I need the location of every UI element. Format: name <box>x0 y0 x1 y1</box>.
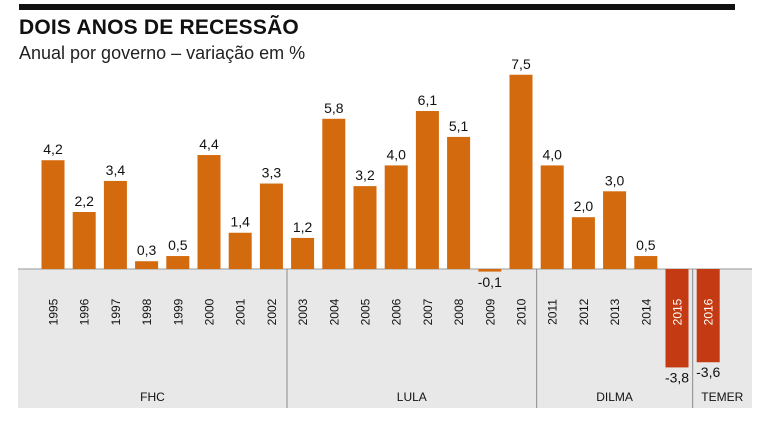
value-label-1995: 4,2 <box>43 141 63 157</box>
bar-2015 <box>665 269 689 368</box>
year-label-2004: 2004 <box>327 298 341 325</box>
year-label-2000: 2000 <box>203 298 217 325</box>
bar-2004 <box>322 118 346 269</box>
year-label-1997: 1997 <box>109 298 123 325</box>
top-rule <box>19 4 735 10</box>
year-label-2006: 2006 <box>390 298 404 325</box>
bar-2005 <box>353 186 377 269</box>
value-label-2015: -3,8 <box>665 369 689 385</box>
year-label-2005: 2005 <box>359 298 373 325</box>
value-label-2011: 4,0 <box>542 146 562 162</box>
year-label-2015: 2015 <box>671 298 685 325</box>
negative-area-band <box>18 269 752 408</box>
year-label-2008: 2008 <box>452 298 466 325</box>
year-label-2014: 2014 <box>639 298 653 325</box>
year-label-1999: 1999 <box>171 298 185 325</box>
year-label-1996: 1996 <box>78 298 92 325</box>
bar-2003 <box>291 237 315 269</box>
value-label-1996: 2,2 <box>74 193 94 209</box>
bar-2013 <box>603 191 627 269</box>
year-label-2011: 2011 <box>546 299 560 325</box>
bar-1996 <box>72 212 96 269</box>
value-label-2000: 4,4 <box>199 136 219 152</box>
year-label-2013: 2013 <box>608 298 622 325</box>
value-label-2003: 1,2 <box>293 219 313 235</box>
bar-2008 <box>447 136 471 269</box>
bar-1995 <box>41 160 65 269</box>
value-label-1997: 3,4 <box>106 162 126 178</box>
value-label-2016: -3,6 <box>696 364 720 380</box>
year-label-2016: 2016 <box>702 298 716 325</box>
bar-2006 <box>384 165 408 269</box>
value-label-1998: 0,3 <box>137 242 157 258</box>
chart-subtitle: Anual por governo – variação em % <box>19 43 306 63</box>
bar-1998 <box>135 261 159 269</box>
value-label-2007: 6,1 <box>418 92 438 108</box>
group-label-temer: TEMER <box>701 390 743 404</box>
bar-2016 <box>696 269 720 363</box>
year-label-2010: 2010 <box>515 298 529 325</box>
year-label-2012: 2012 <box>577 298 591 325</box>
bar-2000 <box>197 155 221 269</box>
bar-2009 <box>478 269 502 272</box>
bar-2014 <box>634 256 658 269</box>
value-label-1999: 0,5 <box>168 237 188 253</box>
value-label-2006: 4,0 <box>386 146 406 162</box>
year-label-1998: 1998 <box>140 298 154 325</box>
chart-title: DOIS ANOS DE RECESSÃO <box>19 16 299 39</box>
group-label-dilma: DILMA <box>596 390 633 404</box>
value-label-2010: 7,5 <box>511 56 531 72</box>
value-label-2009: -0,1 <box>478 274 502 290</box>
bar-2001 <box>228 232 252 269</box>
year-label-2009: 2009 <box>483 298 497 325</box>
bar-2010 <box>509 74 533 269</box>
bar-1999 <box>166 256 190 269</box>
value-label-2008: 5,1 <box>449 118 469 134</box>
value-label-2005: 3,2 <box>355 167 375 183</box>
value-label-2012: 2,0 <box>574 198 594 214</box>
bar-2007 <box>415 111 439 269</box>
group-label-lula: LULA <box>397 390 427 404</box>
year-label-1995: 1995 <box>47 298 61 325</box>
bar-2011 <box>540 165 564 269</box>
value-label-2002: 3,3 <box>262 165 282 181</box>
value-label-2013: 3,0 <box>605 172 625 188</box>
value-label-2014: 0,5 <box>636 237 656 253</box>
value-label-2001: 1,4 <box>230 214 250 230</box>
group-label-fhc: FHC <box>140 390 165 404</box>
year-label-2001: 2001 <box>234 298 248 325</box>
year-label-2002: 2002 <box>265 298 279 325</box>
value-label-2004: 5,8 <box>324 100 344 116</box>
bar-2012 <box>571 217 595 269</box>
year-label-2007: 2007 <box>421 298 435 325</box>
bar-1997 <box>103 180 127 269</box>
bar-2002 <box>259 183 283 269</box>
year-label-2003: 2003 <box>296 298 310 325</box>
